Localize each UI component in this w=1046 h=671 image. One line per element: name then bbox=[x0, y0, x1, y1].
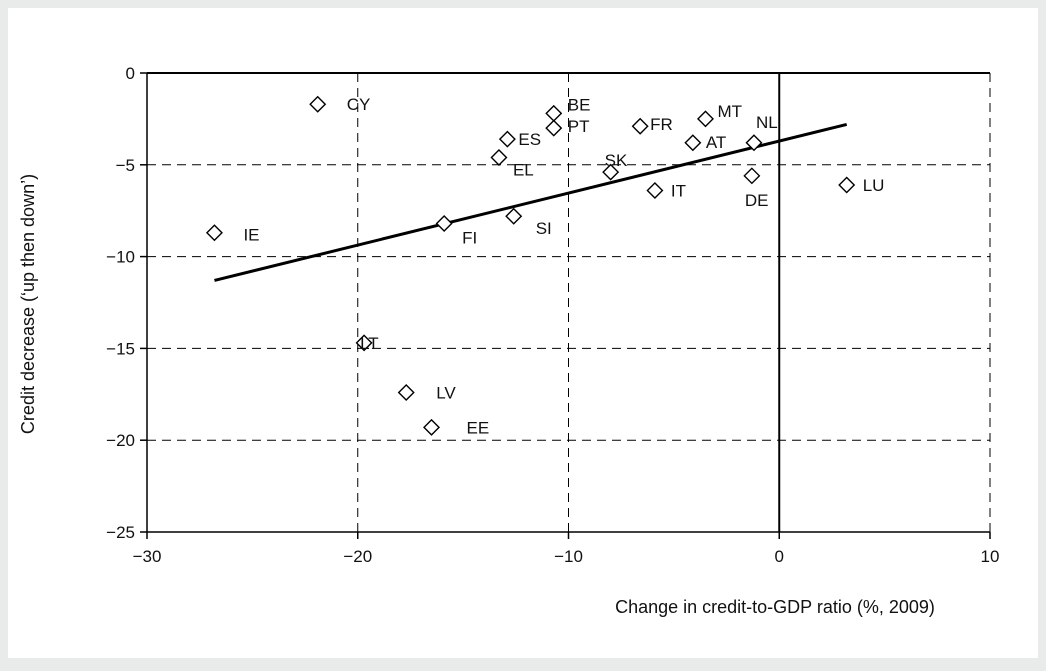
tick-labels: −30 −20 −10 0 10 0 −5 −10 −15 −20 −25 bbox=[106, 64, 999, 566]
data-point-cy bbox=[309, 95, 327, 113]
data-label-be: BE bbox=[568, 95, 591, 114]
data-label-cy: CY bbox=[347, 95, 371, 114]
x-axis-title: Change in credit-to-GDP ratio (%, 2009) bbox=[615, 597, 935, 617]
data-label-lu: LU bbox=[863, 176, 885, 195]
x-tick-label: 10 bbox=[981, 547, 1000, 566]
data-label-sk: SK bbox=[605, 151, 628, 170]
x-tick-label: −10 bbox=[554, 547, 583, 566]
data-point-ie bbox=[205, 224, 223, 242]
x-tick-label: −20 bbox=[343, 547, 372, 566]
data-label-el: EL bbox=[513, 160, 534, 179]
data-point-it bbox=[646, 182, 664, 199]
gridlines bbox=[146, 73, 991, 533]
data-label-ie: IE bbox=[243, 226, 259, 245]
data-labels: CY BE PT ES EL MT FR NL AT SK IT DE LU IE FI SI LT LV EE bbox=[243, 95, 884, 437]
data-point-fr bbox=[631, 117, 649, 135]
y-tick-label: −5 bbox=[116, 156, 135, 175]
data-point-lt bbox=[355, 334, 373, 352]
y-axis-title: Credit decrease (‘up then down’) bbox=[18, 174, 38, 434]
data-label-si: SI bbox=[536, 219, 552, 238]
plot-area-background bbox=[8, 8, 1038, 658]
data-label-it: IT bbox=[671, 182, 686, 201]
data-point-sk bbox=[602, 163, 620, 181]
data-point-ee bbox=[423, 418, 441, 436]
data-label-lt: LT bbox=[360, 334, 379, 353]
x-tick-label: 0 bbox=[775, 547, 784, 566]
data-point-at bbox=[684, 134, 702, 152]
data-label-es: ES bbox=[518, 130, 541, 149]
trendline-group bbox=[214, 122, 848, 282]
data-label-lv: LV bbox=[436, 383, 456, 402]
data-point-es bbox=[498, 130, 516, 148]
data-point-el bbox=[490, 148, 508, 166]
data-point-fi bbox=[435, 215, 453, 233]
data-label-fr: FR bbox=[650, 115, 673, 134]
y-tick-label: −15 bbox=[106, 339, 135, 358]
data-label-mt: MT bbox=[717, 102, 742, 121]
data-point-nl bbox=[745, 134, 763, 152]
data-points bbox=[205, 95, 856, 436]
data-label-ee: EE bbox=[467, 418, 490, 437]
y-tick-label: −20 bbox=[106, 431, 135, 450]
data-label-pt: PT bbox=[568, 117, 590, 136]
data-label-at: AT bbox=[706, 133, 726, 152]
data-point-pt bbox=[545, 119, 563, 137]
data-label-fi: FI bbox=[462, 229, 477, 248]
y-tick-label: 0 bbox=[126, 64, 135, 83]
data-label-de: DE bbox=[745, 191, 769, 210]
data-point-lv bbox=[397, 383, 415, 401]
data-point-de bbox=[743, 167, 761, 185]
y-tick-label: −10 bbox=[106, 248, 135, 267]
y-tick-label: −25 bbox=[106, 523, 135, 542]
data-point-mt bbox=[696, 110, 714, 128]
data-label-nl: NL bbox=[756, 113, 778, 132]
trendline bbox=[214, 122, 848, 282]
data-point-si bbox=[505, 207, 523, 225]
data-point-lu bbox=[838, 176, 856, 194]
x-tick-label: −30 bbox=[133, 547, 162, 566]
